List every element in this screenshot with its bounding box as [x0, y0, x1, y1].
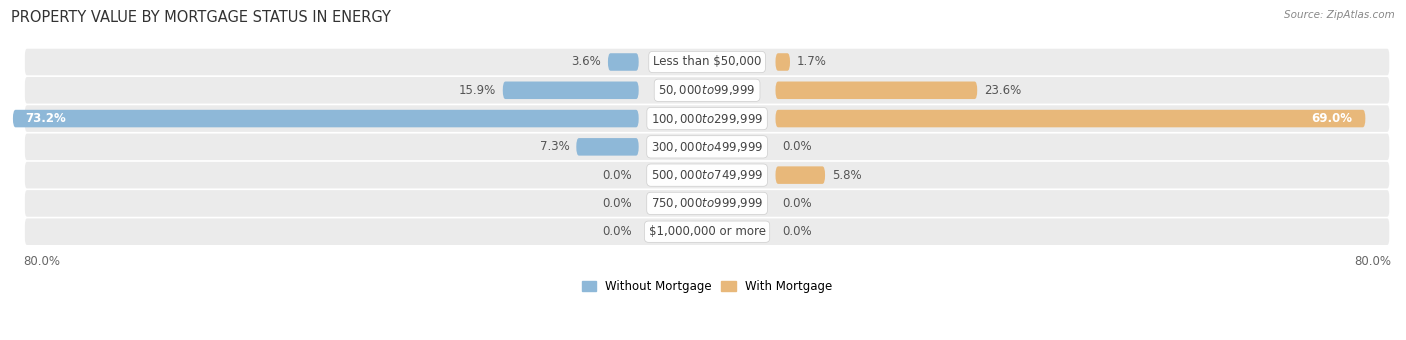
Text: 23.6%: 23.6% — [984, 84, 1021, 97]
FancyBboxPatch shape — [776, 110, 1365, 128]
Text: 0.0%: 0.0% — [602, 225, 631, 238]
Text: 0.0%: 0.0% — [602, 169, 631, 182]
FancyBboxPatch shape — [25, 162, 1389, 188]
FancyBboxPatch shape — [25, 218, 1389, 245]
FancyBboxPatch shape — [25, 49, 1389, 75]
Text: 69.0%: 69.0% — [1312, 112, 1353, 125]
FancyBboxPatch shape — [25, 105, 1389, 132]
Text: 0.0%: 0.0% — [782, 197, 811, 210]
Text: $500,000 to $749,999: $500,000 to $749,999 — [651, 168, 763, 182]
FancyBboxPatch shape — [776, 53, 790, 71]
Text: PROPERTY VALUE BY MORTGAGE STATUS IN ENERGY: PROPERTY VALUE BY MORTGAGE STATUS IN ENE… — [11, 10, 391, 25]
Text: 3.6%: 3.6% — [571, 55, 602, 68]
Text: Less than $50,000: Less than $50,000 — [652, 55, 761, 68]
Text: 5.8%: 5.8% — [832, 169, 862, 182]
Text: 80.0%: 80.0% — [1354, 255, 1391, 268]
Text: 73.2%: 73.2% — [25, 112, 66, 125]
Legend: Without Mortgage, With Mortgage: Without Mortgage, With Mortgage — [582, 280, 832, 293]
Text: 7.3%: 7.3% — [540, 140, 569, 153]
Text: 15.9%: 15.9% — [458, 84, 496, 97]
Text: 80.0%: 80.0% — [22, 255, 60, 268]
FancyBboxPatch shape — [13, 110, 638, 128]
Text: 0.0%: 0.0% — [602, 197, 631, 210]
Text: $50,000 to $99,999: $50,000 to $99,999 — [658, 83, 756, 97]
Text: 0.0%: 0.0% — [782, 225, 811, 238]
FancyBboxPatch shape — [25, 77, 1389, 104]
FancyBboxPatch shape — [25, 190, 1389, 217]
Text: Source: ZipAtlas.com: Source: ZipAtlas.com — [1284, 10, 1395, 20]
FancyBboxPatch shape — [607, 53, 638, 71]
Text: $300,000 to $499,999: $300,000 to $499,999 — [651, 140, 763, 154]
Text: 0.0%: 0.0% — [782, 140, 811, 153]
Text: $100,000 to $299,999: $100,000 to $299,999 — [651, 112, 763, 125]
Text: 1.7%: 1.7% — [797, 55, 827, 68]
FancyBboxPatch shape — [576, 138, 638, 156]
Text: $750,000 to $999,999: $750,000 to $999,999 — [651, 197, 763, 210]
FancyBboxPatch shape — [776, 82, 977, 99]
FancyBboxPatch shape — [776, 166, 825, 184]
FancyBboxPatch shape — [25, 134, 1389, 160]
FancyBboxPatch shape — [503, 82, 638, 99]
Text: $1,000,000 or more: $1,000,000 or more — [648, 225, 766, 238]
